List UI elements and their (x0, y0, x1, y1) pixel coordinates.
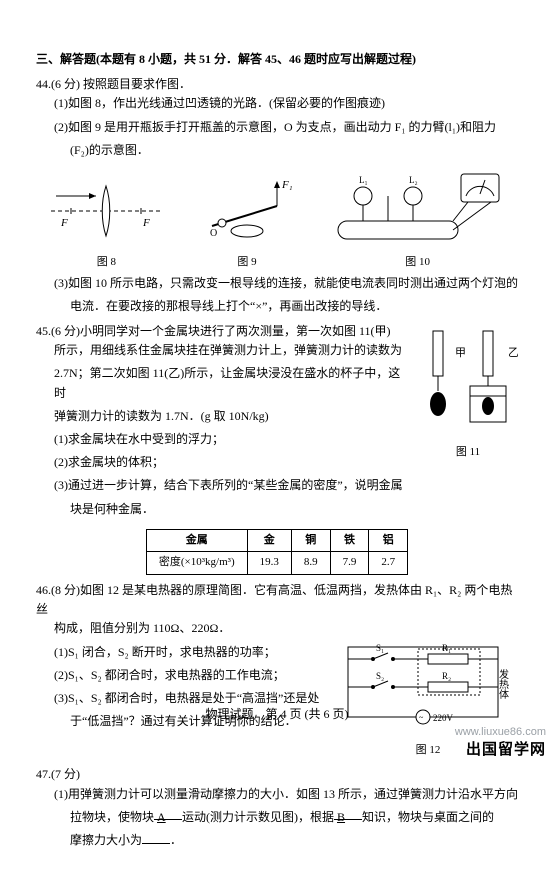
blank-A: A (154, 808, 182, 820)
figure-10: L₁ L₂ 图 10 (333, 166, 503, 272)
q44-head: 44.(6 分) 按照题目要求作图． (36, 75, 518, 94)
figure-11: 甲 乙 图 11 (418, 326, 518, 462)
circuit-meter-icon: L₁ L₂ (333, 166, 503, 246)
figure-10-caption: 图 10 (333, 254, 503, 272)
q45-s3b: 块是何种金属． (36, 500, 518, 519)
figure-9: O F₁ 图 9 (192, 176, 302, 272)
svg-text:S₁: S₁ (376, 643, 384, 653)
lens-icon: F F (51, 176, 161, 246)
td-al: 2.7 (369, 552, 408, 575)
th-gold: 金 (247, 529, 291, 552)
td-copper: 8.9 (291, 552, 330, 575)
figure-row-8-9-10: F F 图 8 O F₁ 图 9 (36, 166, 518, 272)
figure-11-caption: 图 11 (418, 444, 518, 462)
td-iron: 7.9 (330, 552, 369, 575)
q44-sub1: (1)如图 8，作出光线通过凹透镜的光路．(保留必要的作图痕迹) (36, 94, 518, 113)
figure-8: F F 图 8 (51, 176, 161, 272)
figure-9-caption: 图 9 (192, 254, 302, 272)
svg-text:F: F (142, 217, 150, 229)
svg-text:R₂: R₂ (442, 671, 451, 681)
th-metal: 金属 (146, 529, 247, 552)
q47-l2c: 知识，物块与桌面之间的 (362, 810, 494, 824)
td-gold: 19.3 (247, 552, 291, 575)
question-47: 47.(7 分) (1)用弹簧测力计可以测量滑动摩擦力的大小．如图 13 所示，… (36, 765, 518, 850)
q47-l3: 摩擦力大小为． (36, 831, 518, 850)
q44-sub3b: 电流．在要改接的那根导线上打个“×”，再画出改接的导线． (36, 297, 518, 316)
question-46: 46.(8 分)如图 12 是某电热器的原理简图．它有高温、低温两挡，发热体由 … (36, 581, 518, 759)
metal-density-table: 金属 金 铜 铁 铝 密度(×10³kg/m³) 19.3 8.9 7.9 2.… (146, 529, 408, 575)
th-iron: 铁 (330, 529, 369, 552)
q45-s3: (3)通过进一步计算，结合下表所列的“某些金属的密度”，说明金属 (36, 476, 518, 495)
q46-head: 46.(8 分)如图 12 是某电热器的原理简图．它有高温、低温两挡，发热体由 … (36, 581, 518, 619)
svg-text:F: F (60, 217, 68, 229)
page-footer: 物理试题 第 4 页 (共 6 页) (0, 705, 554, 724)
question-44: 44.(6 分) 按照题目要求作图． (1)如图 8，作出光线通过凹透镜的光路．… (36, 75, 518, 316)
q44-sub3a: (3)如图 10 所示电路，只需改变一根导线的连接，就能使电流表同时测出通过两个… (36, 274, 518, 293)
label-jia: 甲 (455, 347, 466, 359)
watermark-brand: 出国留学网 (466, 738, 546, 762)
svg-text:L₂: L₂ (409, 175, 418, 185)
spring-scale-icon: 甲 乙 (418, 326, 518, 436)
q47-l2: 拉物块，使物块 A 运动(测力计示数见图)，根据 B 知识，物块与桌面之间的 (36, 808, 518, 827)
figure-8-caption: 图 8 (51, 254, 161, 272)
q47-l2a: 拉物块，使物块 (70, 810, 154, 824)
th-copper: 铜 (291, 529, 330, 552)
lever-icon: O F₁ (192, 176, 302, 246)
q47-l1: (1)用弹簧测力计可以测量滑动摩擦力的大小．如图 13 所示，通过弹簧测力计沿水… (36, 785, 518, 804)
section-heading: 三、解答题(本题有 8 小题，共 51 分．解答 45、46 题时应写出解题过程… (36, 50, 518, 69)
question-45: 甲 乙 图 11 45.(6 分)小明同学对一个金属块进行了两次测量，第一次如图… (36, 322, 518, 575)
svg-text:S₂: S₂ (376, 671, 384, 681)
svg-text:F₁: F₁ (281, 179, 293, 191)
label-yi: 乙 (508, 346, 518, 359)
blank-C (142, 832, 170, 844)
q47-head: 47.(7 分) (36, 765, 518, 784)
th-al: 铝 (369, 529, 408, 552)
blank-B: B (334, 808, 362, 820)
q47-l2b: 运动(测力计示数见图)，根据 (182, 810, 334, 824)
svg-text:R₁: R₁ (442, 643, 451, 653)
svg-text:L₁: L₁ (359, 175, 368, 185)
svg-text:O: O (210, 228, 217, 239)
q46-l1: 构成，阻值分别为 110Ω、220Ω． (36, 619, 518, 638)
td-density-label: 密度(×10³kg/m³) (146, 552, 247, 575)
q44-sub2b: (F₂)的示意图． (36, 141, 518, 160)
q44-sub2: (2)如图 9 是用开瓶扳手打开瓶盖的示意图，O 为支点，画出动力 F₁ 的力臂… (36, 118, 518, 137)
svg-text:发热体: 发热体 (497, 667, 509, 699)
